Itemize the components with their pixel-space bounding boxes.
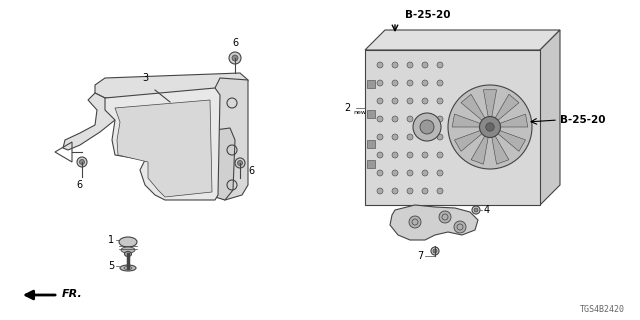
Circle shape <box>377 134 383 140</box>
Polygon shape <box>461 94 490 127</box>
Polygon shape <box>490 114 528 127</box>
Circle shape <box>422 170 428 176</box>
Polygon shape <box>365 30 560 50</box>
Polygon shape <box>63 93 115 150</box>
Circle shape <box>237 161 243 165</box>
Circle shape <box>437 188 443 194</box>
Circle shape <box>407 134 413 140</box>
Circle shape <box>486 123 494 131</box>
Polygon shape <box>483 90 497 127</box>
Polygon shape <box>490 94 519 127</box>
Polygon shape <box>471 127 490 164</box>
Circle shape <box>448 85 532 169</box>
Polygon shape <box>215 128 235 200</box>
Circle shape <box>431 247 439 255</box>
Polygon shape <box>540 30 560 205</box>
Ellipse shape <box>125 252 131 257</box>
Polygon shape <box>115 100 212 197</box>
Circle shape <box>474 208 478 212</box>
Text: B-25-20: B-25-20 <box>405 10 451 20</box>
Circle shape <box>377 170 383 176</box>
Circle shape <box>377 188 383 194</box>
Ellipse shape <box>119 237 137 247</box>
Circle shape <box>77 157 87 167</box>
Circle shape <box>413 113 441 141</box>
Circle shape <box>407 98 413 104</box>
Circle shape <box>422 134 428 140</box>
Circle shape <box>437 62 443 68</box>
Polygon shape <box>215 78 248 200</box>
Text: 5: 5 <box>108 261 114 271</box>
Circle shape <box>392 80 398 86</box>
Text: new: new <box>353 110 366 115</box>
Circle shape <box>479 116 500 138</box>
Text: 6: 6 <box>248 166 254 176</box>
Circle shape <box>437 170 443 176</box>
Circle shape <box>392 116 398 122</box>
Circle shape <box>377 116 383 122</box>
Circle shape <box>79 159 84 164</box>
Text: 6: 6 <box>76 180 82 190</box>
Text: 7: 7 <box>417 251 423 261</box>
Circle shape <box>407 62 413 68</box>
Circle shape <box>437 152 443 158</box>
Circle shape <box>235 158 245 168</box>
Circle shape <box>392 152 398 158</box>
Circle shape <box>422 62 428 68</box>
Circle shape <box>409 216 421 228</box>
Circle shape <box>407 152 413 158</box>
Circle shape <box>422 152 428 158</box>
Circle shape <box>392 62 398 68</box>
Polygon shape <box>454 127 490 151</box>
Circle shape <box>454 221 466 233</box>
Circle shape <box>422 116 428 122</box>
Polygon shape <box>490 127 509 164</box>
Polygon shape <box>390 205 478 240</box>
Circle shape <box>392 188 398 194</box>
Circle shape <box>422 98 428 104</box>
Polygon shape <box>452 114 490 127</box>
Circle shape <box>420 120 434 134</box>
Circle shape <box>407 188 413 194</box>
Circle shape <box>422 188 428 194</box>
Circle shape <box>229 52 241 64</box>
Circle shape <box>437 134 443 140</box>
Circle shape <box>437 116 443 122</box>
Ellipse shape <box>121 247 135 253</box>
Text: 3: 3 <box>142 73 148 83</box>
Text: 6: 6 <box>232 38 238 48</box>
Circle shape <box>439 211 451 223</box>
Circle shape <box>472 206 480 214</box>
Circle shape <box>377 152 383 158</box>
Polygon shape <box>95 73 248 98</box>
Bar <box>367 160 375 168</box>
Bar <box>367 110 375 118</box>
Circle shape <box>407 116 413 122</box>
Text: 2: 2 <box>344 103 350 113</box>
Polygon shape <box>365 50 540 205</box>
Circle shape <box>232 55 238 61</box>
Polygon shape <box>105 88 220 200</box>
Circle shape <box>377 98 383 104</box>
Polygon shape <box>490 127 525 151</box>
Circle shape <box>392 98 398 104</box>
Text: TGS4B2420: TGS4B2420 <box>580 305 625 314</box>
Circle shape <box>407 170 413 176</box>
Circle shape <box>392 134 398 140</box>
Circle shape <box>407 80 413 86</box>
Circle shape <box>437 98 443 104</box>
Text: 4: 4 <box>484 205 490 215</box>
Circle shape <box>422 80 428 86</box>
Circle shape <box>437 80 443 86</box>
Bar <box>367 140 375 148</box>
Circle shape <box>377 80 383 86</box>
Circle shape <box>377 62 383 68</box>
Text: FR.: FR. <box>62 289 83 299</box>
Circle shape <box>433 249 437 253</box>
Ellipse shape <box>120 265 136 271</box>
Text: B-25-20: B-25-20 <box>560 115 605 125</box>
Bar <box>367 80 375 88</box>
Circle shape <box>392 170 398 176</box>
Text: 1: 1 <box>108 235 114 245</box>
